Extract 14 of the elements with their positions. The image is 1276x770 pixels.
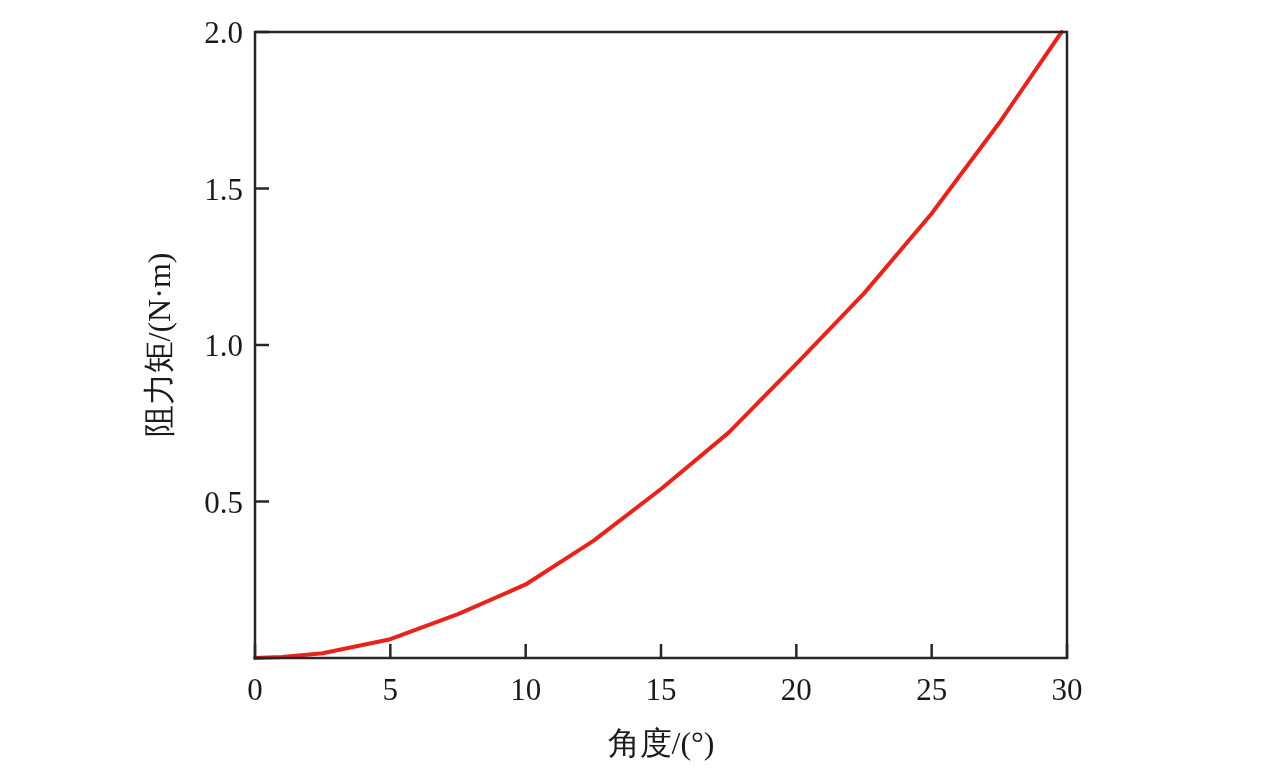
x-tick-label: 30: [1051, 672, 1083, 707]
x-tick-label: 25: [916, 672, 948, 707]
y-tick-label: 0.5: [204, 484, 243, 520]
x-tick-label: 10: [510, 672, 542, 707]
x-tick-label: 15: [645, 672, 677, 707]
y-axis-title: 阻力矩/(N·m): [141, 252, 177, 438]
y-tick-label: 1.5: [204, 171, 243, 207]
line-series: [253, 30, 1064, 660]
x-tick-label: 0: [247, 672, 263, 707]
y-tick-label: 2.0: [204, 15, 243, 50]
y-tick-label: 1.0: [204, 328, 243, 363]
x-tick-label: 5: [382, 672, 399, 707]
x-axis-title: 角度/(°): [607, 725, 715, 761]
x-tick-label: 20: [780, 672, 812, 707]
